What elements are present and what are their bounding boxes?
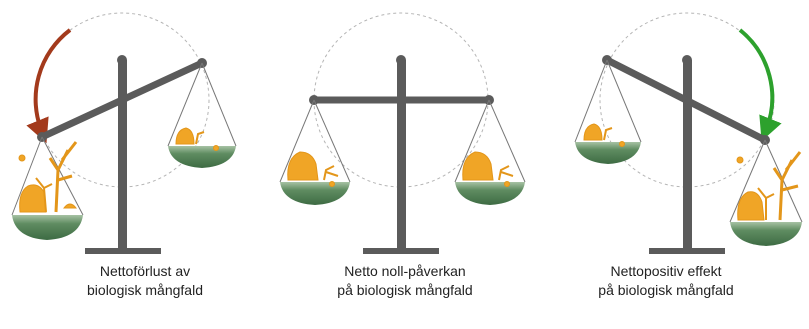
scale-beam	[38, 59, 206, 141]
left-pan	[279, 99, 351, 205]
pan-icon	[455, 182, 525, 205]
caption-net-positive: Nettopositiv effekt på biologisk mångfal…	[566, 262, 766, 300]
pan-icon	[280, 182, 350, 205]
caption-line: på biologisk mångfald	[598, 282, 734, 298]
scale-net-positive	[574, 12, 803, 254]
caption-line: biologisk mångfald	[87, 282, 203, 298]
scale-no-net-impact	[279, 12, 526, 254]
pan-icon	[168, 146, 236, 168]
caption-net-loss: Nettoförlust av biologisk mångfald	[45, 262, 245, 300]
light-pan	[167, 62, 237, 168]
scale-beam	[603, 56, 769, 144]
scale-net-loss	[11, 12, 237, 254]
pan-icon	[730, 222, 802, 246]
light-pan	[574, 59, 642, 164]
scale-base	[85, 248, 161, 254]
pan-icon	[575, 142, 641, 164]
right-pan	[454, 99, 526, 205]
scale-pillar	[397, 60, 406, 250]
scale-base	[649, 248, 725, 254]
scale-pillar	[118, 60, 127, 250]
biodiversity-icon	[175, 127, 219, 151]
gain-arrow-icon	[738, 28, 782, 142]
biodiversity-icon	[18, 141, 78, 213]
caption-line: Nettoförlust av	[99, 263, 191, 279]
loss-arrow-icon	[26, 28, 72, 144]
heavy-pan	[11, 136, 84, 240]
caption-no-net-impact: Netto noll-påverkan på biologisk mångfal…	[305, 262, 505, 300]
biodiversity-icon	[462, 151, 514, 187]
heavy-pan	[729, 139, 803, 246]
scale-base	[363, 248, 439, 254]
pan-icon	[12, 215, 83, 240]
biodiversity-icon	[583, 123, 625, 147]
biodiversity-icon	[287, 151, 339, 187]
caption-line: Nettopositiv effekt	[610, 263, 722, 279]
biodiversity-icon	[736, 151, 802, 221]
caption-line: Netto noll-påverkan	[344, 263, 466, 279]
scale-pillar	[683, 60, 692, 250]
caption-line: på biologisk mångfald	[337, 282, 473, 298]
